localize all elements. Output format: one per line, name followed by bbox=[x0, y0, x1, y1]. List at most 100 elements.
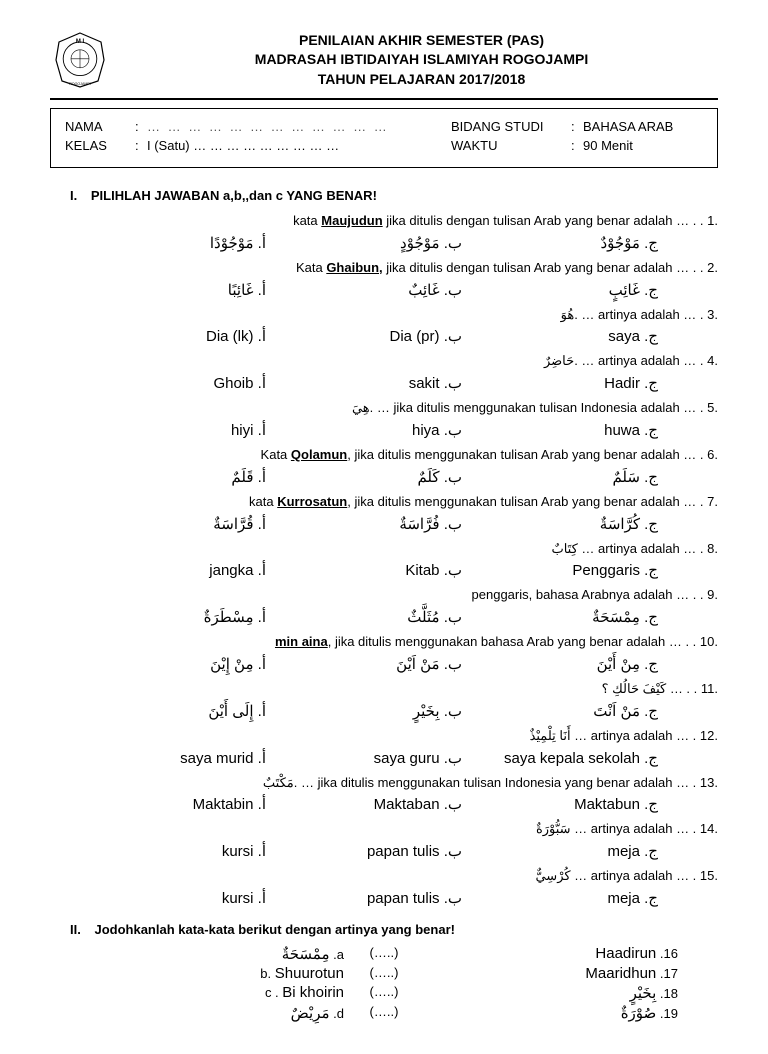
option-b: ب. مَوْجُوْدٍ bbox=[286, 234, 482, 252]
title-line-2: MADRASAH IBTIDAIYAH ISLAMIYAH ROGOJAMPI bbox=[125, 50, 718, 70]
option-c: ج. كُرَّاسَةٌ bbox=[482, 515, 678, 533]
option-c: ج. meja bbox=[482, 842, 678, 860]
question-options: أ. kursiب. papan tulisج. meja bbox=[90, 889, 678, 907]
question: 11. كَيْفَ حَالُكِ ؟ … . . bbox=[90, 679, 718, 700]
svg-text:M I: M I bbox=[76, 39, 85, 45]
match-right: b. Shuurotun bbox=[90, 965, 344, 982]
option-b: ب. saya guru bbox=[286, 749, 482, 767]
question-options: أ. Ghoibب. sakitج. Hadir bbox=[90, 374, 678, 392]
match-right: c . Bi khoirin bbox=[90, 984, 344, 1002]
question-options: أ. Maktabinب. Maktabanج. Maktabun bbox=[90, 795, 678, 813]
question: 6. Kata Qolamun, jika ditulis menggunaka… bbox=[90, 445, 718, 466]
nama-label: NAMA bbox=[65, 119, 135, 134]
match-blank: (…..) bbox=[344, 984, 424, 1002]
question-options: أ. Dia (lk)ب. Dia (pr)ج. saya bbox=[90, 327, 678, 345]
option-c: ج. Penggaris bbox=[482, 561, 678, 579]
option-b: ب. Maktaban bbox=[286, 795, 482, 813]
question: 14. سَبُّوْرَةٌ … artinya adalah … . bbox=[90, 819, 718, 840]
question-options: أ. kursiب. papan tulisج. meja bbox=[90, 842, 678, 860]
title-line-3: TAHUN PELAJARAN 2017/2018 bbox=[125, 70, 718, 90]
match-right: a. مِمْسَحَةٌ bbox=[90, 945, 344, 963]
match-left: 19. صُوْرَةٌ bbox=[424, 1004, 678, 1022]
question: 13. مَكْتَبٌ. … jika ditulis menggunakan… bbox=[90, 773, 718, 794]
option-a: أ. kursi bbox=[90, 842, 286, 860]
student-info-box: NAMA : … … … … … … … … … … … … BIDANG ST… bbox=[50, 108, 718, 168]
question-options: أ. قَلَمٌب. كَلَمٌج. سَلَمٌ bbox=[90, 468, 678, 486]
option-c: ج. مَنْ اَنْتَ bbox=[482, 702, 678, 720]
question-options: أ. إِلَى أَيْنَب. بِخَيْرٍج. مَنْ اَنْتَ bbox=[90, 702, 678, 720]
option-b: ب. Dia (pr) bbox=[286, 327, 482, 345]
school-logo: M I ROGOJAMPI bbox=[50, 30, 110, 90]
option-b: ب. sakit bbox=[286, 374, 482, 392]
option-c: ج. Maktabun bbox=[482, 795, 678, 813]
match-left: 17. Maaridhun bbox=[424, 965, 678, 982]
option-a: أ. Dia (lk) bbox=[90, 327, 286, 345]
header-titles: PENILAIAN AKHIR SEMESTER (PAS) MADRASAH … bbox=[125, 31, 718, 90]
waktu-value: 90 Menit bbox=[583, 138, 703, 153]
option-c: ج. مِنْ أَيْنَ bbox=[482, 655, 678, 673]
option-b: ب. بِخَيْرٍ bbox=[286, 702, 482, 720]
option-b: ب. غَائِبٌ bbox=[286, 281, 482, 299]
option-c: ج. مِمْسَحَةٌ bbox=[482, 608, 678, 626]
question-options: أ. hiyiب. hiyaج. huwa bbox=[90, 421, 678, 439]
match-left: 18. بِخَيْرٍ bbox=[424, 984, 678, 1002]
option-a: أ. saya murid bbox=[90, 749, 286, 767]
question: 1. kata Maujudun jika ditulis dengan tul… bbox=[90, 211, 718, 232]
option-c: ج. مَوْجُوْدٌ bbox=[482, 234, 678, 252]
option-b: ب. papan tulis bbox=[286, 842, 482, 860]
option-b: ب. hiya bbox=[286, 421, 482, 439]
option-a: أ. Maktabin bbox=[90, 795, 286, 813]
match-row: d. مَرِيْضٌ(…..)19. صُوْرَةٌ bbox=[90, 1004, 678, 1022]
option-a: أ. jangka bbox=[90, 561, 286, 579]
option-c: ج. saya bbox=[482, 327, 678, 345]
bidang-value: BAHASA ARAB bbox=[583, 119, 703, 134]
document-header: M I ROGOJAMPI PENILAIAN AKHIR SEMESTER (… bbox=[50, 30, 718, 100]
option-a: أ. Ghoib bbox=[90, 374, 286, 392]
question: 4. حَاضِرٌ. … artinya adalah … . bbox=[90, 351, 718, 372]
option-b: ب. مُثَلَّثٌ bbox=[286, 608, 482, 626]
option-c: ج. Hadir bbox=[482, 374, 678, 392]
question: 9. penggaris, bahasa Arabnya adalah … . … bbox=[90, 585, 718, 606]
option-a: أ. مَوْجُوْدًا bbox=[90, 234, 286, 252]
question-options: أ. مِنْ إِيْنَب. مَنْ اَيْنَج. مِنْ أَيْ… bbox=[90, 655, 678, 673]
question: 10. min aina, jika ditulis menggunakan b… bbox=[90, 632, 718, 653]
match-right: d. مَرِيْضٌ bbox=[90, 1004, 344, 1022]
option-a: أ. قَلَمٌ bbox=[90, 468, 286, 486]
question-options: أ. غَائِبًاب. غَائِبٌج. غَائِبٍ bbox=[90, 281, 678, 299]
option-b: ب. كَلَمٌ bbox=[286, 468, 482, 486]
option-a: أ. غَائِبًا bbox=[90, 281, 286, 299]
match-row: a. مِمْسَحَةٌ(…..)16. Haadirun bbox=[90, 945, 678, 963]
question: 8. كِتَابٌ … artinya adalah … . bbox=[90, 539, 718, 560]
question-options: أ. مِسْطَرَةٌب. مُثَلَّثٌج. مِمْسَحَةٌ bbox=[90, 608, 678, 626]
match-row: b. Shuurotun(…..)17. Maaridhun bbox=[90, 965, 678, 982]
option-a: أ. إِلَى أَيْنَ bbox=[90, 702, 286, 720]
option-c: ج. غَائِبٍ bbox=[482, 281, 678, 299]
question-options: أ. قُرَّاسَةٌب. فُرَّاسَةٌج. كُرَّاسَةٌ bbox=[90, 515, 678, 533]
question-options: أ. jangkaب. Kitabج. Penggaris bbox=[90, 561, 678, 579]
match-blank: (…..) bbox=[344, 945, 424, 963]
option-a: أ. مِسْطَرَةٌ bbox=[90, 608, 286, 626]
section-2-title: II. Jodohkanlah kata-kata berikut dengan… bbox=[70, 922, 718, 937]
question: 5. هِيَ. … jika ditulis menggunakan tuli… bbox=[90, 398, 718, 419]
option-c: ج. سَلَمٌ bbox=[482, 468, 678, 486]
nama-value: … … … … … … … … … … … … bbox=[147, 119, 451, 134]
match-left: 16. Haadirun bbox=[424, 945, 678, 963]
question: 15. كُرْسِيٌّ … artinya adalah … . bbox=[90, 866, 718, 887]
question-options: أ. مَوْجُوْدًاب. مَوْجُوْدٍج. مَوْجُوْدٌ bbox=[90, 234, 678, 252]
matches-list: a. مِمْسَحَةٌ(…..)16. Haadirunb. Shuurot… bbox=[50, 945, 718, 1022]
kelas-value: I (Satu) … … … … … … … … … bbox=[147, 138, 451, 153]
option-a: أ. kursi bbox=[90, 889, 286, 907]
title-line-1: PENILAIAN AKHIR SEMESTER (PAS) bbox=[125, 31, 718, 51]
option-b: ب. فُرَّاسَةٌ bbox=[286, 515, 482, 533]
question: 3. هُوَ. … artinya adalah … . bbox=[90, 305, 718, 326]
option-c: ج. huwa bbox=[482, 421, 678, 439]
option-a: أ. قُرَّاسَةٌ bbox=[90, 515, 286, 533]
waktu-label: WAKTU bbox=[451, 138, 571, 153]
option-c: ج. saya kepala sekolah bbox=[482, 749, 678, 767]
option-b: ب. مَنْ اَيْنَ bbox=[286, 655, 482, 673]
option-b: ب. papan tulis bbox=[286, 889, 482, 907]
option-a: أ. hiyi bbox=[90, 421, 286, 439]
question: 12. أَنَا تِلْمِيْذٌ … artinya adalah … … bbox=[90, 726, 718, 747]
option-a: أ. مِنْ إِيْنَ bbox=[90, 655, 286, 673]
question: 2. Kata Ghaibun, jika ditulis dengan tul… bbox=[90, 258, 718, 279]
